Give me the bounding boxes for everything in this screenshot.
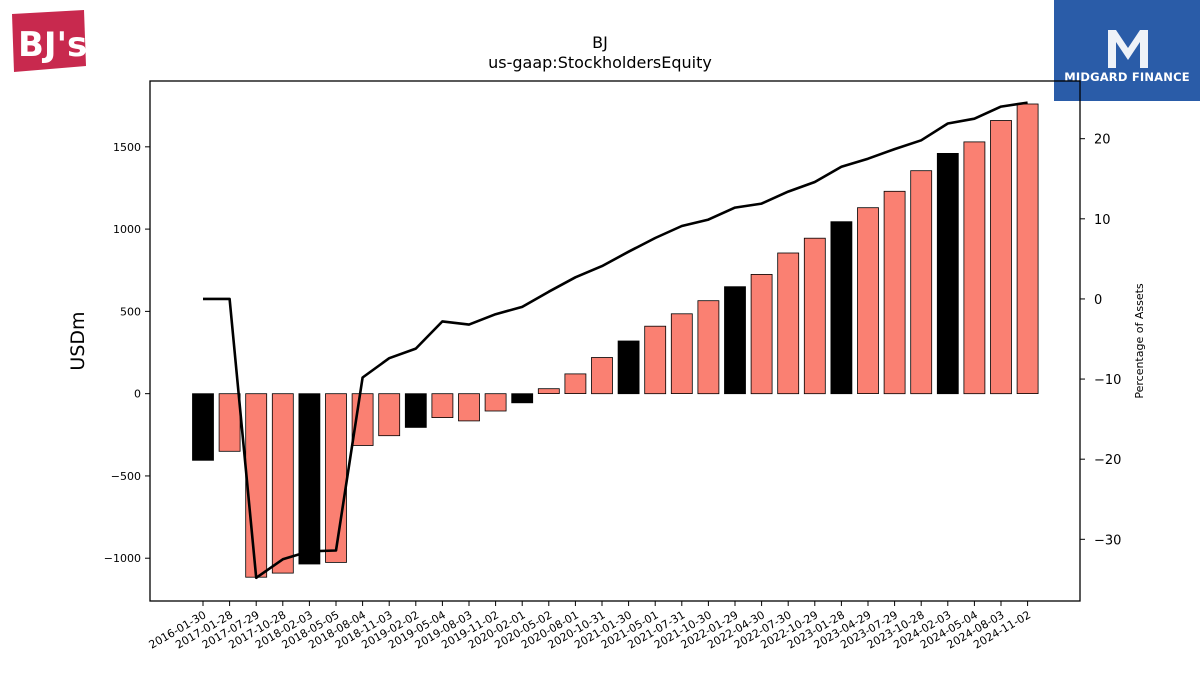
- bar: [777, 252, 800, 395]
- bar: [218, 393, 241, 452]
- bar: [1016, 103, 1039, 395]
- bar: [511, 393, 534, 404]
- y-tick-label: 1000: [113, 223, 141, 236]
- bar: [617, 340, 640, 395]
- y-tick-label: −500: [111, 470, 141, 483]
- y-tick-label: −1000: [104, 552, 141, 565]
- bar: [537, 388, 560, 395]
- bar: [857, 207, 879, 394]
- bar: [245, 393, 268, 578]
- bar: [936, 152, 959, 395]
- y-tick-label: 1500: [113, 141, 141, 154]
- svg-text:BJ's: BJ's: [18, 25, 87, 65]
- bar: [298, 393, 321, 565]
- bar: [670, 313, 693, 394]
- bar: [404, 393, 427, 428]
- y2-tick-label: −30: [1094, 533, 1121, 548]
- bar: [325, 393, 347, 563]
- chart-subtitle: us-gaap:StockholdersEquity: [488, 53, 712, 72]
- bar: [192, 393, 214, 461]
- y-tick-label: 0: [134, 388, 141, 401]
- bar: [803, 237, 826, 395]
- bar: [458, 393, 480, 422]
- y2-axis-label: Percentage of Assets: [1133, 283, 1146, 399]
- bar: [697, 300, 720, 395]
- bar: [724, 286, 746, 395]
- y2-tick-label: −20: [1094, 453, 1121, 468]
- y2-tick-label: 10: [1094, 213, 1111, 228]
- bar: [910, 170, 933, 395]
- y2-tick-label: 0: [1094, 293, 1102, 308]
- bar: [271, 393, 294, 574]
- midgard-finance-wordmark: MIDGARD FINANCE: [1064, 70, 1190, 84]
- plot-frame: [149, 80, 1081, 602]
- bar: [750, 273, 773, 395]
- bar: [830, 221, 853, 395]
- y-tick-label: 500: [120, 305, 141, 318]
- bar: [484, 393, 507, 412]
- bar: [644, 325, 667, 395]
- midgard-finance-logo: MIDGARD FINANCE: [1054, 0, 1200, 101]
- percentage-line: [203, 101, 1028, 580]
- y2-tick-label: 20: [1094, 133, 1111, 148]
- bar: [883, 190, 906, 395]
- chart-title: BJ: [592, 33, 608, 52]
- bar: [591, 357, 613, 395]
- bar: [431, 393, 454, 419]
- bjs-logo: BJ's: [12, 10, 87, 72]
- bar: [378, 393, 401, 437]
- y2-tick-label: −10: [1094, 373, 1121, 388]
- bar: [963, 141, 986, 395]
- bar: [564, 373, 587, 394]
- y-axis-label: USDm: [67, 311, 89, 370]
- bar: [990, 120, 1012, 395]
